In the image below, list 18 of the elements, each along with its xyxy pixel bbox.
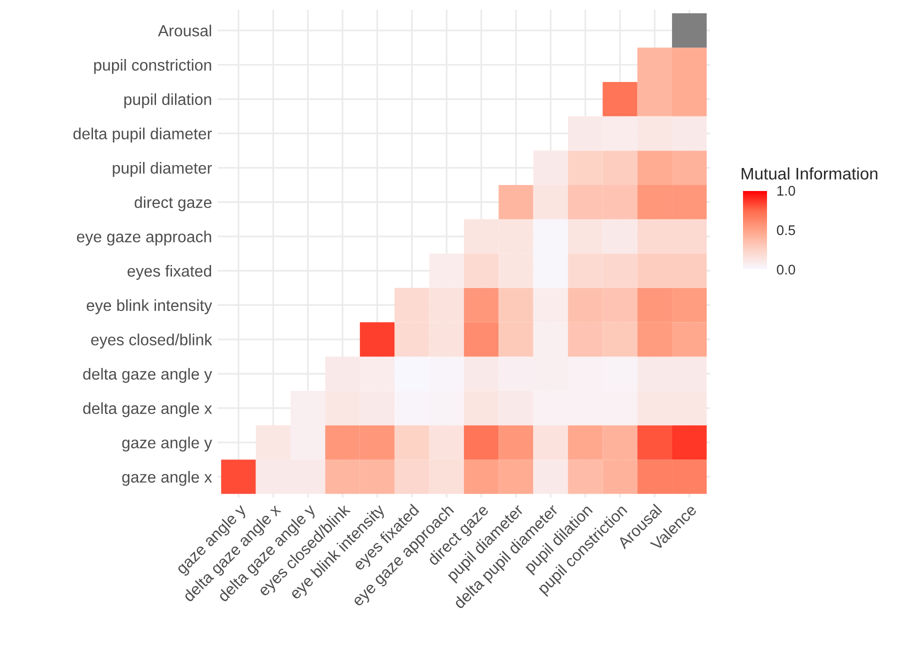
y-tick-label: eyes closed/blink: [91, 334, 212, 349]
y-tick-label: pupil dilation: [124, 93, 212, 108]
y-tick-label: pupil diameter: [112, 162, 212, 177]
color-bar-title: Mutual Information: [742, 167, 878, 180]
y-tick-label: delta gaze angle y: [83, 368, 212, 383]
y-tick-label: gaze angle x: [122, 470, 212, 486]
y-tick-label: delta gaze angle x: [83, 402, 212, 418]
y-tick-label: eye gaze approach: [76, 230, 212, 246]
y-tick-label: gaze angle y: [122, 436, 212, 452]
color-bar-label: 1.0: [777, 186, 796, 196]
y-tick-label: Arousal: [158, 24, 212, 36]
color-bar-label: 0.0: [776, 264, 796, 275]
y-tick-label: direct gaze: [134, 196, 212, 212]
y-tick-label: delta pupil diameter: [73, 128, 212, 143]
y-tick-label: eye blink intensity: [86, 299, 212, 314]
color-bar-label: 0.5: [776, 225, 796, 236]
y-tick-label: eyes fixated: [128, 264, 212, 280]
y-tick-label: pupil constriction: [94, 58, 212, 74]
